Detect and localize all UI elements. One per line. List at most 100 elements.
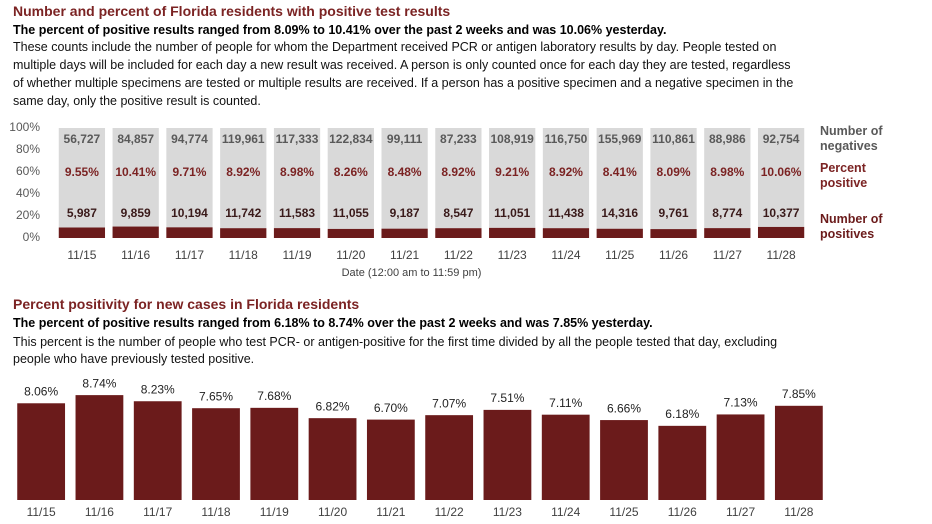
data-label: 7.51% <box>490 391 524 405</box>
x-tick-label: 11/18 <box>201 505 230 519</box>
x-tick-label: 11/15 <box>67 248 96 262</box>
y-tick-label: 80% <box>16 142 40 156</box>
data-label: 8.09% <box>657 165 691 179</box>
data-label: 14,316 <box>601 206 638 220</box>
data-label: 7.07% <box>432 396 466 410</box>
chart-subtitle: The percent of positive results ranged f… <box>13 316 653 330</box>
data-label: 108,919 <box>490 132 534 146</box>
x-tick-label: 11/24 <box>551 248 580 262</box>
x-tick-label: 11/19 <box>260 505 289 519</box>
bar-segment <box>542 128 590 229</box>
data-label: 7.65% <box>199 389 233 403</box>
x-tick-label: 11/20 <box>318 505 347 519</box>
data-label: 8.06% <box>24 384 58 398</box>
y-tick-label: 100% <box>9 120 40 134</box>
data-label: 8.98% <box>710 165 744 179</box>
bar-segment <box>58 128 106 228</box>
bar-segment <box>704 228 751 238</box>
data-label: 11,438 <box>548 206 584 220</box>
bar <box>716 414 765 500</box>
bar-segment <box>757 226 805 238</box>
x-tick-label: 11/25 <box>609 505 638 519</box>
bar <box>774 405 823 500</box>
data-label: 11,742 <box>225 206 261 220</box>
chart-subtitle: The percent of positive results ranged f… <box>13 23 667 37</box>
y-tick-label: 60% <box>16 164 40 178</box>
bar <box>658 425 707 500</box>
bar-segment <box>273 228 321 238</box>
data-label: 5,987 <box>67 206 97 220</box>
x-tick-label: 11/22 <box>444 248 473 262</box>
bar <box>17 403 66 500</box>
chart-note: This percent is the number of people who… <box>13 335 778 366</box>
legend-entry: Number of negatives <box>820 124 883 153</box>
bar-segment <box>596 228 643 238</box>
data-label: 117,333 <box>276 132 319 146</box>
data-label: 7.68% <box>257 389 291 403</box>
x-tick-label: 11/22 <box>435 505 464 519</box>
x-tick-label: 11/23 <box>493 505 522 519</box>
bar <box>250 407 299 500</box>
bar-segment <box>435 228 482 238</box>
data-label: 9,187 <box>390 206 420 220</box>
data-label: 94,774 <box>171 132 208 146</box>
data-label: 99,111 <box>387 132 423 146</box>
data-label: 7.13% <box>724 396 758 410</box>
data-label: 7.85% <box>782 387 816 401</box>
bar-segment <box>166 227 213 238</box>
bar-segment <box>220 128 267 229</box>
data-label: 9.21% <box>495 165 529 179</box>
data-label: 9,761 <box>659 206 689 220</box>
data-label: 6.70% <box>374 401 408 415</box>
data-label: 9.71% <box>172 165 206 179</box>
bar-segment <box>112 128 159 227</box>
data-label: 155,969 <box>598 132 642 146</box>
bar-segment <box>435 128 482 229</box>
x-tick-label: 11/16 <box>85 505 114 519</box>
data-label: 11,055 <box>333 206 369 220</box>
x-tick-label: 11/26 <box>659 248 688 262</box>
data-label: 6.66% <box>607 401 641 415</box>
bar <box>483 409 532 500</box>
data-label: 8.92% <box>441 165 475 179</box>
y-tick-label: 40% <box>16 186 40 200</box>
bar-segment <box>650 229 697 238</box>
data-label: 8.48% <box>388 165 422 179</box>
bar-segment <box>273 128 321 229</box>
data-label: 8.98% <box>280 165 314 179</box>
data-label: 116,750 <box>545 132 588 146</box>
data-label: 10,377 <box>763 206 800 220</box>
chart-note: These counts include the number of peopl… <box>13 40 794 108</box>
x-tick-label: 11/18 <box>229 248 258 262</box>
data-label: 8,774 <box>712 206 742 220</box>
bar <box>600 420 648 500</box>
data-label: 119,961 <box>222 132 265 146</box>
x-tick-label: 11/24 <box>551 505 580 519</box>
data-label: 8.41% <box>603 165 637 179</box>
data-label: 6.82% <box>316 399 350 413</box>
y-tick-label: 20% <box>16 208 40 222</box>
x-tick-label: 11/16 <box>121 248 150 262</box>
x-tick-label: 11/23 <box>498 248 527 262</box>
data-label: 8.92% <box>549 165 583 179</box>
data-label: 92,754 <box>763 132 800 146</box>
x-axis-label: Date (12:00 am to 11:59 pm) <box>342 267 482 279</box>
data-label: 87,233 <box>440 132 477 146</box>
data-label: 10.41% <box>115 165 156 179</box>
bar <box>308 418 357 500</box>
x-tick-label: 11/28 <box>784 505 813 519</box>
bar-segment <box>327 128 374 229</box>
data-label: 8.74% <box>82 376 116 390</box>
bar-segment <box>596 128 643 229</box>
x-tick-label: 11/27 <box>726 505 755 519</box>
bar <box>192 408 240 500</box>
bar-segment <box>112 226 159 238</box>
data-label: 8,547 <box>443 206 473 220</box>
x-tick-label: 11/20 <box>336 248 365 262</box>
legend-entry: Number of positives <box>820 212 883 241</box>
bar-segment <box>489 128 536 228</box>
data-label: 8.92% <box>226 165 260 179</box>
data-label: 10,194 <box>171 206 208 220</box>
data-label: 6.18% <box>665 407 699 421</box>
